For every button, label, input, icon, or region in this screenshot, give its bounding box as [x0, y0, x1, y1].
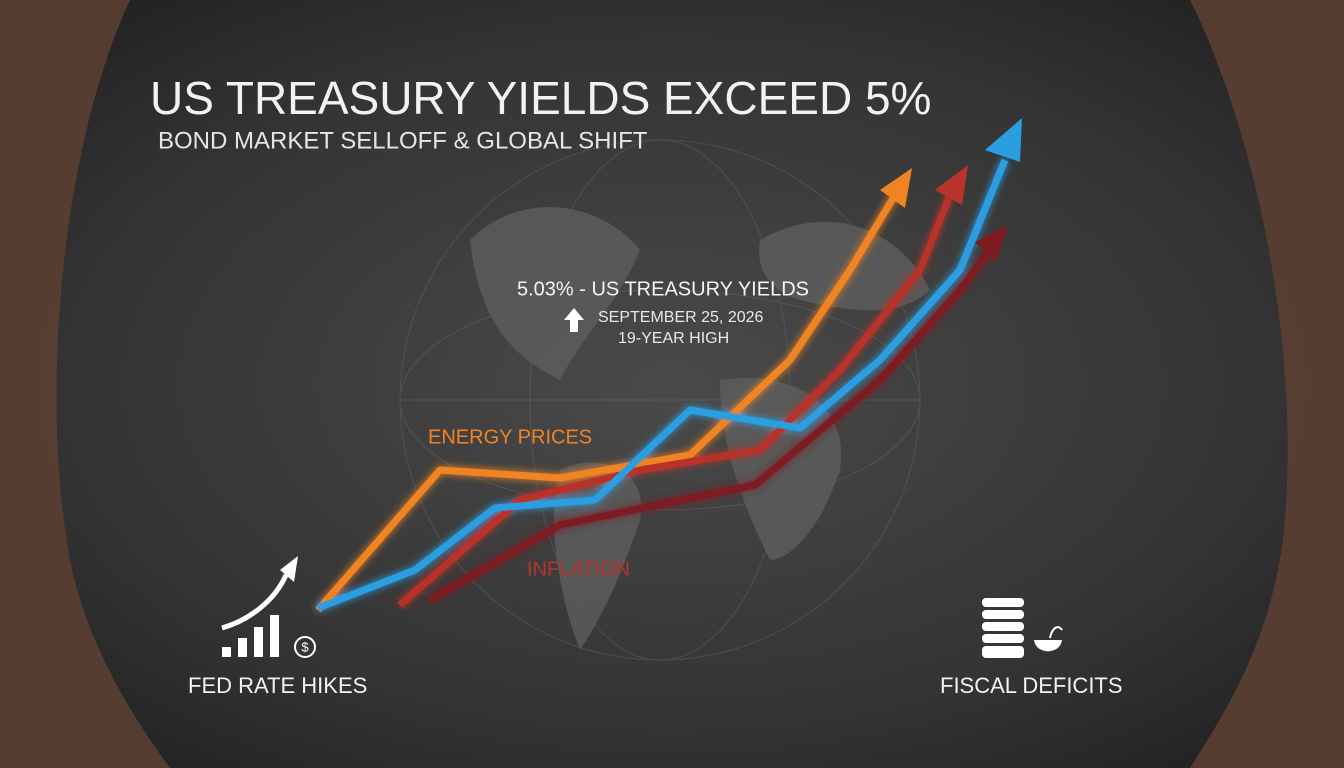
fed-label: FED RATE HIKES	[188, 673, 367, 698]
callout-note: 19-YEAR HIGH	[618, 330, 729, 347]
callout-date: SEPTEMBER 25, 2026	[598, 309, 764, 326]
arrowhead	[935, 165, 968, 205]
fed-icon	[221, 556, 316, 658]
up-icon	[564, 308, 584, 332]
inflation-label: INFLATION	[527, 558, 630, 580]
continents	[470, 207, 930, 650]
fiscal-icon	[982, 598, 1063, 658]
inflation-line	[428, 247, 993, 604]
yield-line	[316, 158, 1009, 612]
subtitle: BOND MARKET SELLOFF & GLOBAL SHIFT	[158, 127, 648, 154]
brush-right	[1190, 0, 1344, 768]
dollar-symbol: $	[301, 639, 309, 654]
fiscal-label: FISCAL DEFICITS	[940, 673, 1123, 698]
arrowhead	[975, 225, 1008, 262]
energy-line	[315, 193, 899, 613]
energy-label: ENERGY PRICES	[428, 426, 592, 448]
red-line	[397, 193, 954, 608]
title: US TREASURY YIELDS EXCEED 5%	[150, 72, 931, 124]
trend-lines	[315, 158, 1009, 613]
arrowhead	[985, 118, 1022, 162]
callout-headline: 5.03% - US TREASURY YIELDS	[517, 278, 809, 300]
arrowhead	[880, 168, 912, 208]
brush-left	[0, 0, 170, 768]
